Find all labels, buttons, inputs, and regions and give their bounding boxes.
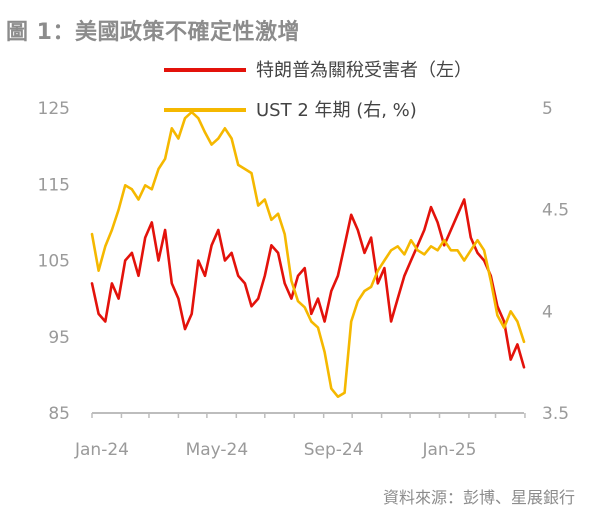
y-left-tick-label: 105 [38, 252, 70, 272]
y-left-tick-label: 125 [38, 99, 70, 119]
x-tick-label: Jan-25 [422, 440, 477, 460]
y-left-tick-label: 115 [38, 175, 70, 195]
source-note: 資料來源：彭博、星展銀行 [382, 488, 575, 507]
legend-label-tariff: 特朗普為關稅受害者（左） [256, 60, 472, 81]
y-right-tick-label: 5 [542, 99, 553, 119]
y-left-tick-label: 85 [48, 404, 70, 424]
y-right-tick-label: 4.5 [542, 201, 569, 221]
x-tick-label: Jan-24 [74, 440, 129, 460]
legend-swatch-tariff [164, 68, 246, 72]
legend-item-tariff: 特朗普為關稅受害者（左） [160, 60, 490, 102]
legend-item-ust: UST 2 年期 (右, %) [160, 100, 490, 142]
y-right-tick-label: 3.5 [542, 404, 569, 424]
chart-legend: 特朗普為關稅受害者（左） UST 2 年期 (右, %) [160, 60, 490, 142]
x-tick-label: May-24 [186, 440, 249, 460]
chart-title: 圖 1：美國政策不確定性激增 [6, 20, 300, 45]
series-line-tariff [90, 198, 526, 369]
x-tick-label: Sep-24 [304, 440, 364, 460]
series-line-ust [90, 110, 526, 399]
legend-label-ust: UST 2 年期 (右, %) [256, 100, 417, 121]
y-left-tick-label: 95 [48, 328, 70, 348]
y-right-tick-label: 4 [542, 302, 553, 322]
legend-swatch-ust [164, 108, 246, 112]
